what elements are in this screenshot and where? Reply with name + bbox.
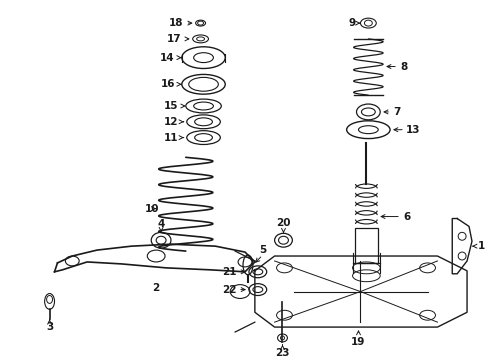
Text: 8: 8	[399, 62, 407, 72]
Text: 13: 13	[405, 125, 420, 135]
Text: 18: 18	[168, 18, 191, 28]
Text: 19: 19	[350, 337, 365, 347]
Text: 21: 21	[222, 267, 237, 277]
Text: 15: 15	[163, 101, 184, 111]
Text: 6: 6	[402, 212, 409, 221]
Text: 20: 20	[276, 219, 290, 229]
Text: 12: 12	[163, 117, 183, 127]
Text: 16: 16	[160, 79, 181, 89]
Text: 2: 2	[152, 283, 160, 293]
Text: 11: 11	[163, 132, 183, 143]
Text: 22: 22	[222, 284, 237, 294]
Text: 3: 3	[46, 322, 53, 332]
Text: 10: 10	[144, 204, 159, 213]
Text: 1: 1	[477, 241, 484, 251]
Text: 9: 9	[347, 18, 359, 28]
Text: 5: 5	[259, 245, 266, 255]
Text: 7: 7	[392, 107, 400, 117]
Text: 4: 4	[157, 220, 164, 229]
Text: 14: 14	[160, 53, 181, 63]
Text: 23: 23	[275, 348, 289, 358]
Text: 17: 17	[167, 34, 188, 44]
